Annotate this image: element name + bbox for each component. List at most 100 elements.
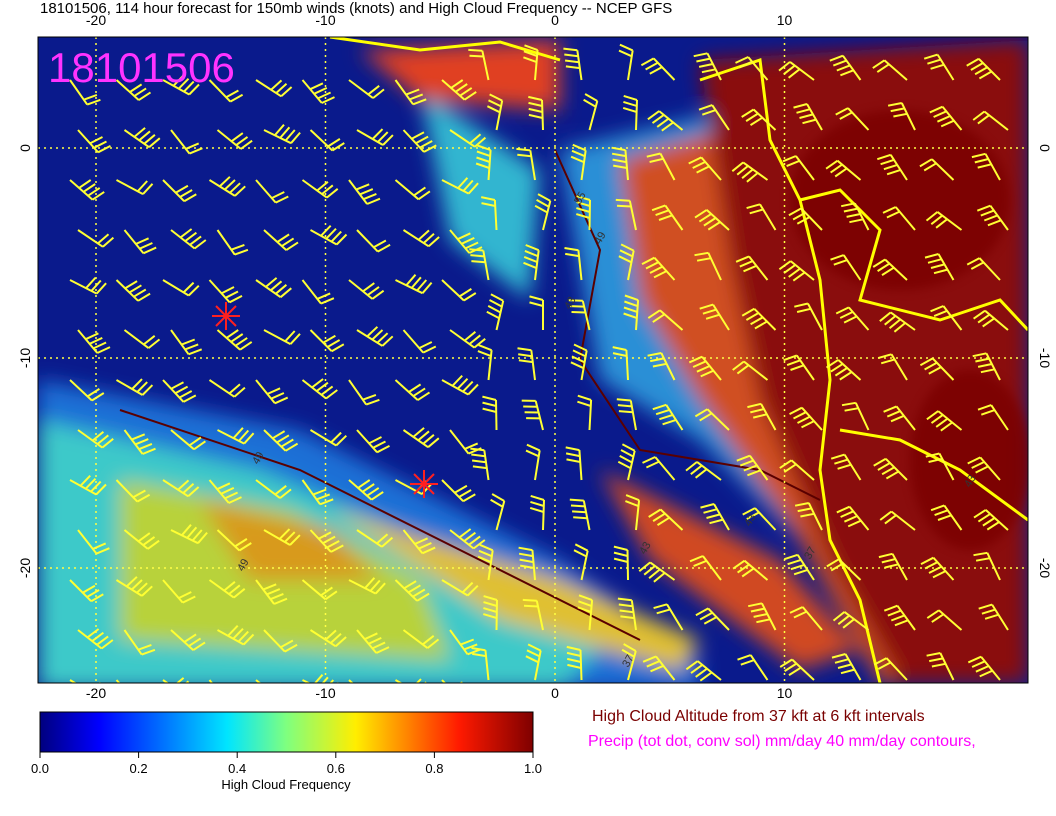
colorbar-ticks: 0.0 0.2 0.4 0.6 0.8 1.0 (31, 752, 542, 776)
wind-barb (973, 309, 1009, 331)
wind-barb (694, 209, 730, 231)
wind-barb (789, 406, 823, 431)
wind-barb (736, 454, 769, 481)
wind-barb (449, 528, 486, 550)
wind-barb (788, 207, 823, 231)
wind-barb (967, 456, 1001, 481)
wind-barb (978, 603, 1009, 631)
wind-barb (310, 225, 348, 246)
wind-barb (973, 551, 1001, 581)
wind-barb (162, 579, 196, 604)
wind-barb (115, 79, 152, 101)
wind-barb (356, 128, 394, 146)
wind-barb (835, 107, 870, 131)
wind-barb (301, 79, 335, 104)
wind-barb (356, 429, 390, 454)
colorbar (39, 711, 534, 753)
lat-label-right: -10 (1037, 348, 1053, 368)
wind-barb (402, 129, 437, 153)
wind-barb (216, 129, 253, 150)
wind-barb (873, 457, 908, 481)
wind-barb (647, 110, 684, 132)
lon-label-top: 10 (777, 12, 793, 28)
wind-barb (216, 529, 252, 552)
wind-barb (779, 459, 815, 481)
map-area: 18101506 (38, 37, 1028, 683)
wind-barb (170, 228, 207, 250)
wind-barb (402, 427, 440, 449)
wind-barb (348, 479, 384, 501)
wind-barb (394, 79, 427, 106)
wind-barb (873, 657, 908, 681)
wind-barb (217, 427, 255, 445)
wind-barb (966, 57, 1001, 81)
wind-barb (263, 429, 299, 452)
wind-barb (309, 329, 345, 353)
wind-barb (577, 594, 594, 631)
wind-barb (480, 196, 498, 231)
wind-barb (348, 379, 380, 406)
wind-barb (208, 79, 244, 103)
wind-barb (573, 543, 589, 581)
wind-barb (69, 277, 107, 295)
wind-barb (688, 156, 722, 181)
wind-barb (830, 453, 862, 481)
wind-barb (794, 302, 823, 331)
map-frame (37, 36, 1029, 684)
wind-barb (872, 59, 908, 81)
wind-barb (872, 258, 908, 281)
wind-barb (877, 353, 908, 381)
wind-barb (255, 79, 293, 98)
wind-barb (882, 206, 916, 231)
wind-barb (695, 607, 730, 631)
wind-barb (794, 502, 823, 531)
wind-barb (747, 602, 777, 631)
wind-barb (778, 61, 815, 81)
time-stamp: 18101506 (48, 44, 235, 91)
colorbar-tick-label: 0.2 (130, 761, 148, 776)
wind-barb (930, 504, 963, 531)
wind-barb (402, 329, 437, 354)
wind-barb (783, 354, 815, 381)
wind-barb (486, 93, 504, 131)
wind-barb (566, 645, 583, 681)
wind-barb (521, 399, 544, 431)
wind-barb (616, 398, 637, 431)
wind-barb (69, 475, 107, 496)
wind-barb (569, 498, 591, 531)
wind-barb (779, 658, 815, 681)
wind-barb (641, 256, 676, 281)
wind-barb (162, 479, 200, 498)
wind-barb (976, 204, 1009, 231)
wind-barb (835, 306, 870, 331)
wind-barb (618, 43, 634, 81)
wind-barb (741, 108, 777, 131)
contour-label: 49 (250, 450, 267, 467)
wind-barb (470, 447, 490, 481)
wind-barb (699, 303, 730, 331)
wind-barb (402, 629, 440, 649)
wind-barb (694, 408, 730, 431)
wind-barb (69, 79, 101, 106)
wind-barb (518, 546, 536, 581)
colorbar-tick-label: 0.4 (228, 761, 246, 776)
wind-barb (648, 508, 684, 531)
wind-barb (789, 606, 823, 631)
lon-label-bottom: 0 (551, 685, 559, 701)
wind-barb (583, 93, 599, 131)
wind-barb (441, 479, 476, 503)
wind-barb (348, 79, 385, 99)
wind-barb (685, 461, 722, 481)
wind-barb (638, 561, 676, 583)
colorbar-label: High Cloud Frequency (221, 777, 351, 792)
wind-barb (441, 579, 479, 597)
wind-barb (441, 279, 477, 302)
wind-barb (625, 494, 641, 531)
wind-barb (77, 229, 115, 248)
wind-barb (926, 609, 963, 631)
wind-barb (115, 576, 153, 597)
wind-barb (309, 529, 344, 553)
wind-barb (825, 359, 862, 381)
wind-barb (642, 456, 676, 481)
wind-barb (565, 446, 583, 481)
